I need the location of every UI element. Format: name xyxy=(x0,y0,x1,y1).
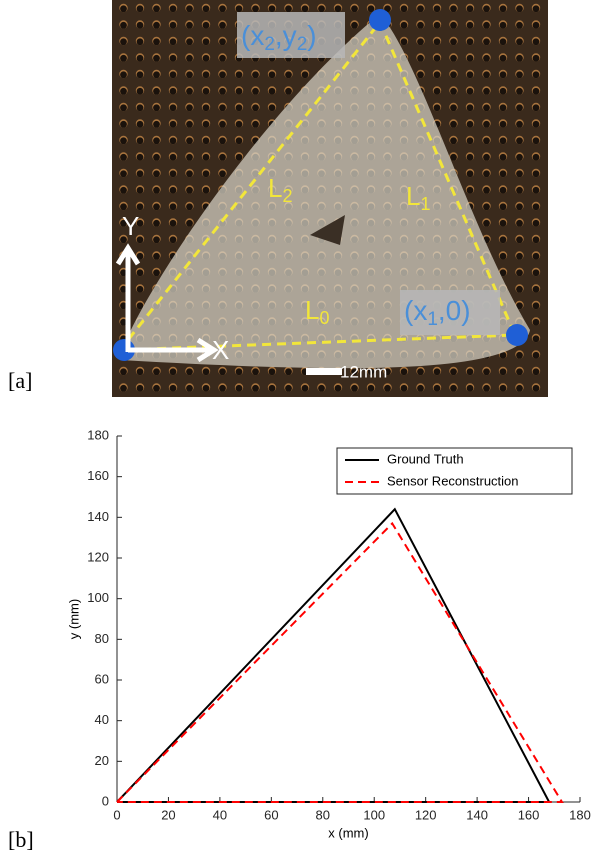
x-tick-label: 160 xyxy=(518,807,540,822)
x-axis-label: x (mm) xyxy=(328,825,368,840)
y-tick-label: 120 xyxy=(87,549,109,564)
label-part: ,0) xyxy=(438,295,471,326)
x-tick-label: 0 xyxy=(113,807,120,822)
y-tick-label: 0 xyxy=(102,793,109,808)
x-tick-label: 80 xyxy=(316,807,330,822)
x-tick-label: 180 xyxy=(569,807,591,822)
label-sub: 1 xyxy=(427,309,438,330)
chart: 0 20 40 60 80 100 120 140 160 180 0 20 40 60 80 100 120 1… xyxy=(66,427,590,840)
y-tick-label: 80 xyxy=(95,631,109,646)
scale-label: 12mm xyxy=(340,362,387,381)
y-tick-label: 60 xyxy=(95,671,109,686)
legend-label: Sensor Reconstruction xyxy=(387,473,519,488)
y-tick-label: 180 xyxy=(87,427,109,442)
series-line xyxy=(117,509,549,802)
y-tick-label: 160 xyxy=(87,468,109,483)
x-tick-label: 100 xyxy=(363,807,385,822)
y-tick-label: 20 xyxy=(95,753,109,768)
label-part: L xyxy=(305,295,319,325)
label-part: (x xyxy=(404,295,427,326)
x-tick-label: 40 xyxy=(213,807,227,822)
label-part: ) xyxy=(307,20,316,51)
vertex-marker xyxy=(369,9,391,31)
label-sub: 1 xyxy=(420,194,430,214)
series-line xyxy=(117,523,562,802)
x-tick-label: 60 xyxy=(264,807,278,822)
axis-label: Y xyxy=(122,211,139,241)
x-tick-label: 20 xyxy=(161,807,175,822)
y-tick-label: 100 xyxy=(87,590,109,605)
panel-label: [a] xyxy=(8,368,32,393)
label-part: L xyxy=(406,181,420,211)
vertex-label: (x1,0) xyxy=(404,295,471,330)
y-axis-label: y (mm) xyxy=(66,599,81,639)
photo: (x2,y2) (x1,0) L2 L1 L0 Y X 12mm xyxy=(112,0,548,397)
y-tick-label: 40 xyxy=(95,712,109,727)
label-sub: 2 xyxy=(264,34,275,55)
panel-label: [b] xyxy=(8,827,34,852)
label-sub: 2 xyxy=(297,34,308,55)
x-tick-label: 140 xyxy=(466,807,488,822)
legend-label: Ground Truth xyxy=(387,451,464,466)
x-tick-label: 120 xyxy=(415,807,437,822)
axis-label: X xyxy=(212,335,229,365)
figure: (x2,y2) (x1,0) L2 L1 L0 Y X 12mm [a] [b]… xyxy=(0,0,596,857)
y-tick-label: 140 xyxy=(87,509,109,524)
scale-bar xyxy=(306,368,342,375)
label-part: ,y xyxy=(275,20,297,51)
vertex-marker xyxy=(506,324,528,346)
label-sub: 0 xyxy=(319,308,329,328)
label-sub: 2 xyxy=(282,186,292,206)
label-part: L xyxy=(268,173,282,203)
label-part: (x xyxy=(241,20,264,51)
